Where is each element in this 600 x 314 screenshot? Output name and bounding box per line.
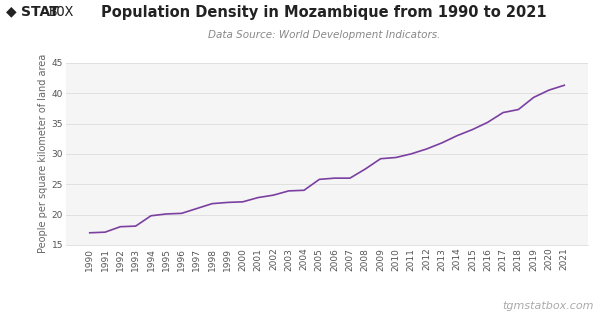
Text: STAT: STAT (21, 5, 59, 19)
Text: Population Density in Mozambique from 1990 to 2021: Population Density in Mozambique from 19… (101, 5, 547, 20)
Text: Data Source: World Development Indicators.: Data Source: World Development Indicator… (208, 30, 440, 40)
Y-axis label: People per square kilometer of land area: People per square kilometer of land area (38, 54, 47, 253)
Text: ◆: ◆ (6, 5, 17, 19)
Text: tgmstatbox.com: tgmstatbox.com (503, 301, 594, 311)
Text: BOX: BOX (49, 5, 74, 19)
